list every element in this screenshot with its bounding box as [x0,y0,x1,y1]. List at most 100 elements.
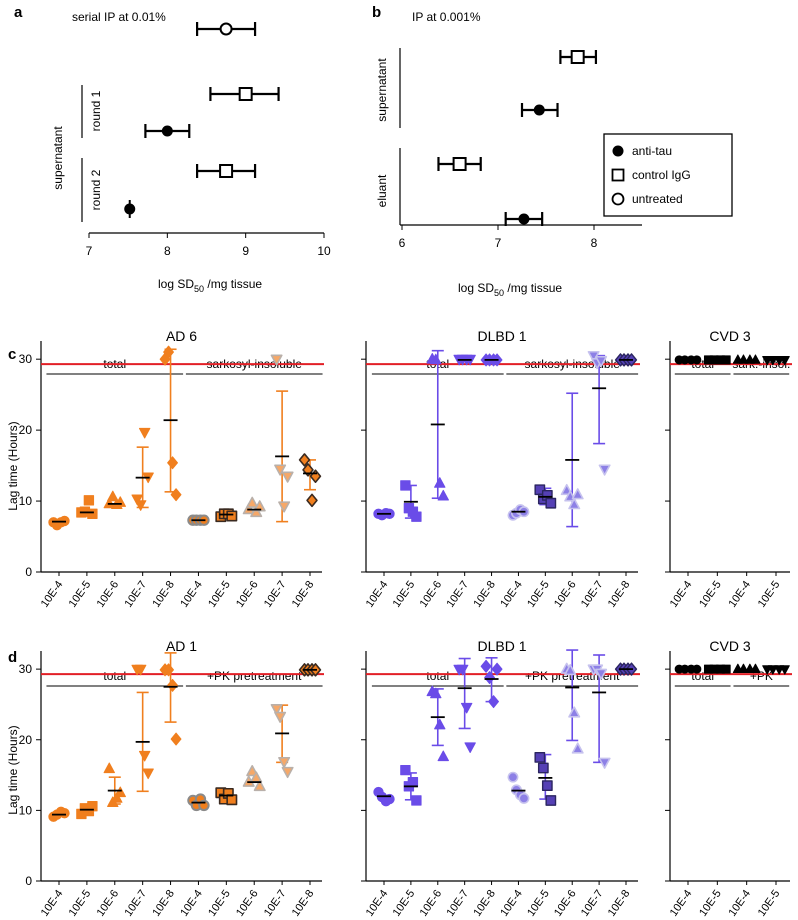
panel-a-supernatant-label: supernatant [51,126,65,190]
lag-chart-4-xtick-label: 10E-6 [418,888,445,919]
lag-chart-1-point [437,489,449,501]
lag-chart-1-point [595,355,608,368]
lag-chart-3-ytick-label: 10 [19,803,33,817]
panel-a-point [219,164,234,178]
legend-control-igg-marker [611,168,625,182]
panel-a-xtick-label: 9 [242,244,249,258]
lag-chart-4-xtick-label: 10E-5 [391,888,418,919]
lag-chart-4-point [488,695,499,709]
lag-chart-3-point [270,703,283,716]
panel-b-point [533,104,545,116]
lag-chart-0-point [274,464,287,476]
lag-chart-5-point [779,665,790,675]
lag-chart-5-point [692,664,702,674]
lag-chart-2-point [779,356,790,366]
panel-a-xlabel-sub: 50 [194,284,204,294]
lag-chart-0-ytick-label: 0 [25,565,32,579]
lag-chart-1-point [598,464,611,476]
lag-chart-3-point [134,664,147,676]
panel-c-ylabel: Lag time (Hours) [6,421,20,510]
lag-chart-1-xtick-label: 10E-8 [471,579,498,610]
panel-a-point [124,203,136,215]
lag-chart-3-xtick-label: 10E-5 [67,888,94,919]
lag-chart-3-xtick-label: 10E-6 [234,888,261,919]
lag-chart-4-point [598,757,611,769]
panel-b-xlabel-tail: /mg tissue [504,281,562,295]
lag-chart-4-xtick-label: 10E-5 [525,888,552,919]
panel-a-xtick-label: 7 [86,244,93,258]
lag-chart-4-xtick-label: 10E-7 [444,888,471,919]
lag-chart-3-point [111,792,123,803]
lag-chart-1-point [568,498,581,510]
lag-chart-3-ytick-label: 30 [19,662,33,676]
lag-chart-2-title: CVD 3 [709,328,750,344]
panel-b-xlabel-main: log SD [458,281,494,295]
panel-a-letter: a [14,4,23,21]
legend-untreated-label: untreated [632,192,683,206]
panel-a-xtick-label: 10 [317,244,331,258]
lag-chart-1-xtick-label: 10E-5 [525,579,552,610]
lag-chart-0-point [167,456,178,470]
lag-chart-0-point [103,497,115,509]
lag-chart-0-point [281,471,294,483]
lag-chart-0-ytick-label: 20 [19,423,33,437]
lag-chart-4-point [456,664,469,676]
lag-chart-0-title: AD 6 [166,328,197,344]
lag-chart-0-point [246,496,259,508]
lag-chart-3-point [253,779,266,792]
lag-chart-4-point [541,780,553,792]
lag-chart-0-point [278,501,291,513]
lag-chart-4-point [484,671,495,685]
lag-chart-0-point [170,488,182,502]
lag-chart-4-point [460,702,473,714]
lag-chart-4-xtick-label: 10E-4 [364,888,391,919]
lag-chart-4-point [491,662,503,676]
lag-chart-1-xtick-label: 10E-8 [606,579,633,610]
lag-chart-0-point [270,354,283,366]
legend-anti-tau-label: anti-tau [632,144,672,158]
lag-chart-3-point [226,794,238,806]
lag-chart-4-point [534,752,546,763]
lag-chart-5-point [750,663,761,673]
lag-chart-1-point [434,477,446,488]
lag-chart-3-point [246,765,259,777]
lag-chart-3-xtick-label: 10E-8 [290,888,317,919]
lag-chart-4-xtick-label: 10E-8 [606,888,633,919]
lag-chart-1-xtick-label: 10E-6 [418,579,445,610]
lag-chart-0-point [134,500,147,511]
panel-a-point [238,87,253,101]
panel-b-letter: b [372,4,381,21]
lag-chart-4-point [480,659,492,673]
lag-chart-0-xtick-label: 10E-8 [290,579,317,610]
lag-chart-2-xtick-label: 10E-5 [697,579,724,610]
lag-chart-4-xtick-label: 10E-8 [471,888,498,919]
lag-chart-2-point [750,354,761,364]
lag-chart-0-xtick-label: 10E-5 [67,579,94,610]
lag-chart-2-point [738,354,749,364]
lag-chart-0-point [163,345,174,359]
lag-chart-2-xtick-label: 10E-5 [756,579,783,610]
lag-chart-2-point [721,355,731,365]
lag-chart-4-point [411,795,422,806]
lag-chart-4-point [464,742,476,754]
lag-chart-5-title: CVD 3 [709,638,750,654]
legend-control-igg-label: control IgG [632,168,691,182]
legend-untreated-marker [611,192,625,206]
lag-chart-0-point [138,427,151,439]
panel-b-supernatant-label: supernatant [375,58,389,122]
lag-chart-4-point [518,792,530,804]
lag-chart-4-point [434,718,446,730]
lag-chart-4-point [507,771,519,783]
panel-b-point [570,50,585,64]
lag-chart-0-ytick-label: 10 [19,494,33,508]
panel-b-xtick-label: 6 [399,236,406,250]
lag-chart-3-ytick-label: 0 [25,874,32,888]
lag-chart-0-point [250,505,263,518]
lag-chart-4-group1-label: total [426,669,449,683]
lag-chart-1-point [545,497,557,509]
lag-chart-5-point [721,664,731,674]
lag-chart-0-xtick-label: 10E-7 [122,579,149,610]
lag-chart-3-xtick-label: 10E-8 [150,888,177,919]
legend-box [603,133,733,217]
